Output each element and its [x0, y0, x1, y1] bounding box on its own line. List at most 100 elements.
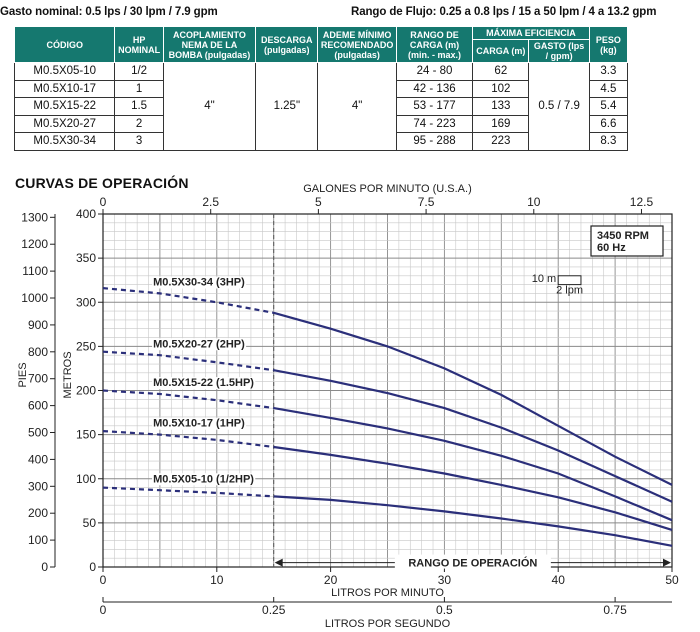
- x-lps-label: LITROS POR SEGUNDO: [325, 618, 451, 630]
- y-metros-label: METROS: [62, 351, 74, 398]
- curve-solid-1: [273, 369, 673, 503]
- y-pies-tick-label: 1100: [22, 264, 48, 278]
- cell-ademe: 4": [317, 62, 397, 151]
- y-metros-tick-label: 0: [89, 560, 96, 574]
- operating-range-label: RANGO DE OPERACIÓN: [408, 557, 537, 570]
- operating-range-label-bg: [394, 554, 551, 569]
- y-pies-tick-label: 500: [28, 426, 48, 440]
- cell-peso: 5.4: [588, 97, 629, 116]
- series-label-bg: [152, 276, 247, 289]
- x-gpm-tick-label: 12.5: [630, 195, 654, 209]
- y-pies-tick-label: 400: [28, 452, 48, 466]
- table-row: M0.5X15-22 1.5 53 - 177 133 5.4: [13, 97, 629, 116]
- y-metros-tick-label: 400: [76, 207, 96, 221]
- rango-flujo-text: Rango de Flujo: 0.25 a 0.8 lps / 15 a 50…: [351, 6, 657, 18]
- header-ademe: ADEME MÍNIMO RECOMENDADO (pulgadas): [317, 26, 397, 63]
- x-lps-tick-label: 0.25: [262, 603, 286, 617]
- operating-range-arrowhead-left: [274, 558, 283, 567]
- series-label-bg: [152, 473, 256, 486]
- header-codigo: CÓDIGO: [13, 26, 116, 63]
- hz-label: 60 Hz: [597, 242, 626, 254]
- series-label: M0.5X15-22 (1.5HP): [153, 377, 254, 389]
- curve-solid-3: [273, 445, 673, 531]
- header-rango: RANGO DE CARGA (m) (min. - max.): [395, 26, 474, 63]
- curve-solid-2: [273, 407, 673, 522]
- header-peso: PESO (kg): [588, 26, 629, 63]
- x-lpm-label: LITROS POR MINUTO: [331, 587, 444, 599]
- cell-peso: 3.3: [588, 62, 629, 81]
- x-lpm-tick-label: 30: [438, 573, 452, 587]
- cell-peso: 8.3: [588, 132, 629, 151]
- x-lps-tick-label: 0.75: [603, 603, 627, 617]
- curve-dashed-2: [102, 389, 274, 410]
- curve-dashed-3: [102, 430, 274, 449]
- x-gpm-tick-label: 5: [315, 195, 322, 209]
- header-max-eficiencia: MÁXIMA EFICIENCIA: [472, 26, 590, 40]
- scale-x-label: 2 lpm: [556, 284, 583, 296]
- cell-carga: 133: [472, 97, 530, 116]
- y-pies-tick-label: 300: [28, 479, 48, 493]
- header-hp: HP NOMINAL: [114, 26, 164, 63]
- curve-dashed-0: [102, 287, 274, 314]
- section-title: CURVAS DE OPERACIÓN: [15, 175, 189, 191]
- x-lpm-tick-label: 0: [100, 573, 107, 587]
- x-lps-tick-label: 0: [100, 603, 107, 617]
- operating-range-arrowhead-right: [663, 558, 671, 567]
- x-lpm-tick-label: 40: [552, 573, 566, 587]
- x-gpm-tick-label: 10: [527, 195, 541, 209]
- y-pies-tick-label: 100: [28, 533, 48, 547]
- y-metros-tick-label: 350: [76, 251, 96, 265]
- x-gpm-tick-label: 7.5: [418, 195, 435, 209]
- scale-box: [557, 275, 582, 286]
- curve-dashed-4: [102, 486, 274, 498]
- cell-acoplamiento: 4": [162, 62, 257, 151]
- series-label: M0.5X05-10 (1/2HP): [153, 473, 254, 485]
- y-pies-tick-label: 800: [28, 345, 48, 359]
- y-pies-tick-label: 1200: [21, 237, 48, 251]
- table-row: M0.5X20-27 2 74 - 223 169 6.6: [13, 114, 629, 133]
- y-metros-tick-label: 300: [76, 295, 96, 309]
- y-metros-tick-label: 50: [83, 516, 97, 530]
- x-gpm-tick-label: 2.5: [202, 195, 219, 209]
- series-label-bg: [152, 338, 247, 351]
- y-pies-tick-label: 700: [28, 372, 48, 386]
- y-pies-tick-label: 1000: [21, 291, 48, 305]
- curve-dashed-1: [102, 350, 274, 372]
- series-label: M0.5X10-17 (1HP): [153, 418, 245, 430]
- y-metros-tick-label: 150: [76, 428, 96, 442]
- series-label-bg: [152, 417, 247, 430]
- curve-solid-0: [273, 311, 673, 486]
- cell-descarga: 1.25": [255, 62, 319, 151]
- x-gpm-label: GALONES POR MINUTO (U.S.A.): [303, 183, 472, 195]
- x-gpm-tick-label: 0: [100, 195, 107, 209]
- series-label-bg: [152, 377, 256, 390]
- cell-hp: 1.5: [114, 97, 164, 116]
- header-descarga: DESCARGA (pulgadas): [255, 26, 319, 63]
- cell-carga: 169: [472, 114, 530, 133]
- x-lpm-tick-label: 20: [324, 573, 338, 587]
- x-lpm-tick-label: 50: [665, 573, 679, 587]
- table-row: M0.5X05-10 1/2 4" 1.25" 4" 24 - 80 62 0.…: [13, 62, 629, 151]
- cell-codigo: M0.5X05-10: [13, 62, 116, 81]
- x-lps-tick-label: 0.5: [436, 603, 453, 617]
- y-pies-label: PIES: [17, 362, 29, 387]
- y-metros-tick-label: 100: [76, 472, 96, 486]
- x-lpm-tick-label: 10: [210, 573, 224, 587]
- y-pies-tick-label: 600: [28, 399, 48, 413]
- cell-codigo: M0.5X15-22: [13, 97, 116, 116]
- y-pies-tick-label: 0: [41, 560, 48, 574]
- cell-rango: 74 - 223: [395, 114, 474, 133]
- specs-table: CÓDIGO HP NOMINAL ACOPLAMIENTO NEMA DE L…: [13, 26, 629, 151]
- gasto-nominal-text: Gasto nominal: 0.5 lps / 30 lpm / 7.9 gp…: [0, 6, 218, 18]
- series-label: M0.5X20-27 (2HP): [153, 338, 245, 350]
- y-pies-tick-label: 900: [28, 318, 48, 332]
- cell-hp: 3: [114, 132, 164, 151]
- y-pies-tick-label: 200: [28, 506, 48, 520]
- y-metros-tick-label: 200: [76, 384, 96, 398]
- table-row: M0.5X30-34 3 95 - 288 223 8.3: [13, 132, 629, 151]
- header-acoplamiento: ACOPLAMIENTO NEMA DE LA BOMBA (pulgadas): [162, 26, 257, 63]
- curve-solid-4: [273, 495, 673, 547]
- rpm-box: [590, 225, 664, 257]
- y-pies-tick-label: 1300: [21, 210, 48, 224]
